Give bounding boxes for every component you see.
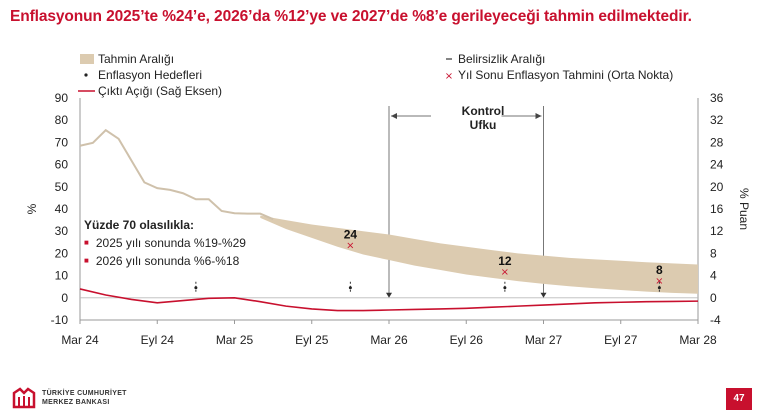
y-left-tick-label: 0	[61, 291, 68, 305]
y-left-tick-label: 30	[55, 224, 69, 238]
legend-swatches: ×	[78, 54, 453, 92]
control-arrowhead-left	[391, 113, 397, 119]
y-left-tick-label: 10	[55, 269, 69, 283]
tcmb-logo-icon	[12, 387, 36, 409]
legend-range-swatch	[80, 54, 94, 64]
control-horizon-label: Kontrol Ufku	[446, 104, 520, 132]
x-tick-label: Mar 27	[525, 333, 563, 347]
target-dot	[503, 286, 507, 290]
y-left-tick-label: 90	[55, 91, 69, 105]
line-layer	[79, 128, 699, 312]
brand-name: TÜRKİYE CUMHURİYET MERKEZ BANKASI	[42, 389, 127, 407]
y-right-tick-label: 24	[710, 158, 724, 172]
y-right-tick-label: 32	[710, 113, 724, 127]
x-tick-label: Eyl 24	[141, 333, 175, 347]
target-dot	[657, 286, 661, 290]
probability-annotation: Yüzde 70 olasılıkla: 2025 yılı sonunda %…	[84, 218, 246, 272]
midpoint-marker: ×	[346, 241, 354, 252]
y-right-tick-label: 36	[710, 91, 724, 105]
legend-gap: Çıktı Açığı (Sağ Eksen)	[98, 84, 223, 98]
y-right-tick-label: 20	[710, 180, 724, 194]
control-marker-start	[386, 292, 392, 298]
x-tick-label: Mar 24	[61, 333, 99, 347]
legend-midpoint: Yıl Sonu Enflasyon Tahmini (Orta Nokta)	[458, 68, 674, 82]
y-right-tick-label: 8	[710, 246, 717, 260]
x-tick-label: Mar 26	[370, 333, 408, 347]
brand-line2: MERKEZ BANKASI	[42, 399, 110, 406]
inflation-line	[79, 128, 274, 221]
midpoint-marker: ×	[655, 276, 663, 287]
brand-line1: TÜRKİYE CUMHURİYET	[42, 390, 127, 397]
band-layer	[260, 215, 698, 294]
page-title: Enflasyonun 2025’te %24’e, 2026’da %12’y…	[10, 8, 692, 25]
x-tick-label: Eyl 26	[450, 333, 484, 347]
x-tick-label: Eyl 27	[604, 333, 638, 347]
axes-layer: -10 0 10 20 30 40 50 60 70 80 90 -4 0 4 8 12 16 20 24 28 32 3…	[25, 91, 751, 347]
y-left-tick-label: 20	[55, 246, 69, 260]
y-left-tick-label: -10	[51, 313, 69, 327]
y-left-tick-label: 60	[55, 158, 69, 172]
control-marker-end	[540, 292, 547, 298]
annotation-item-2025: 2025 yılı sonunda %19-%29	[84, 236, 246, 250]
y-left-axis-label: %	[25, 203, 39, 214]
midpoint-label: 12	[498, 254, 512, 268]
y-right-tick-label: 28	[710, 135, 724, 149]
forecast-band	[260, 215, 698, 294]
legend-targets: Enflasyon Hedefleri	[98, 68, 203, 82]
control-horizon-line1: Kontrol	[461, 104, 505, 118]
legend-target-swatch	[84, 73, 88, 77]
annotation-header: Yüzde 70 olasılıkla:	[84, 218, 195, 232]
annotation-item-2026: 2026 yılı sonunda %6-%18	[84, 254, 246, 268]
control-arrowhead-right	[535, 113, 542, 119]
midpoint-label: 8	[656, 263, 663, 277]
x-tick-label: Eyl 25	[295, 333, 329, 347]
y-right-tick-label: 0	[710, 291, 717, 305]
midpoint-marker: ×	[501, 267, 509, 278]
y-right-tick-label: 16	[710, 202, 724, 216]
y-right-tick-label: 12	[710, 224, 724, 238]
target-dot	[194, 286, 198, 290]
control-horizon-line2: Ufku	[469, 118, 497, 132]
x-tick-label: Mar 28	[679, 333, 717, 347]
y-right-axis-label: % Puan	[737, 188, 751, 230]
y-left-tick-label: 40	[55, 202, 69, 216]
target-dot	[348, 286, 352, 290]
legend-midpoint-swatch: ×	[445, 71, 453, 82]
marker-layer: ×24×12×8	[194, 228, 664, 294]
page-number: 47	[726, 388, 752, 410]
midpoint-label: 24	[344, 228, 358, 242]
x-tick-label: Mar 25	[216, 333, 254, 347]
y-left-tick-label: 80	[55, 113, 69, 127]
y-right-tick-label: -4	[710, 313, 721, 327]
y-right-tick-label: 4	[710, 269, 717, 283]
legend-range: Tahmin Aralığı	[98, 52, 175, 66]
legend-uncertainty: Belirsizlik Aralığı	[458, 52, 546, 66]
y-left-tick-label: 50	[55, 180, 69, 194]
y-left-tick-label: 70	[55, 135, 69, 149]
output-gap-line	[79, 288, 699, 312]
